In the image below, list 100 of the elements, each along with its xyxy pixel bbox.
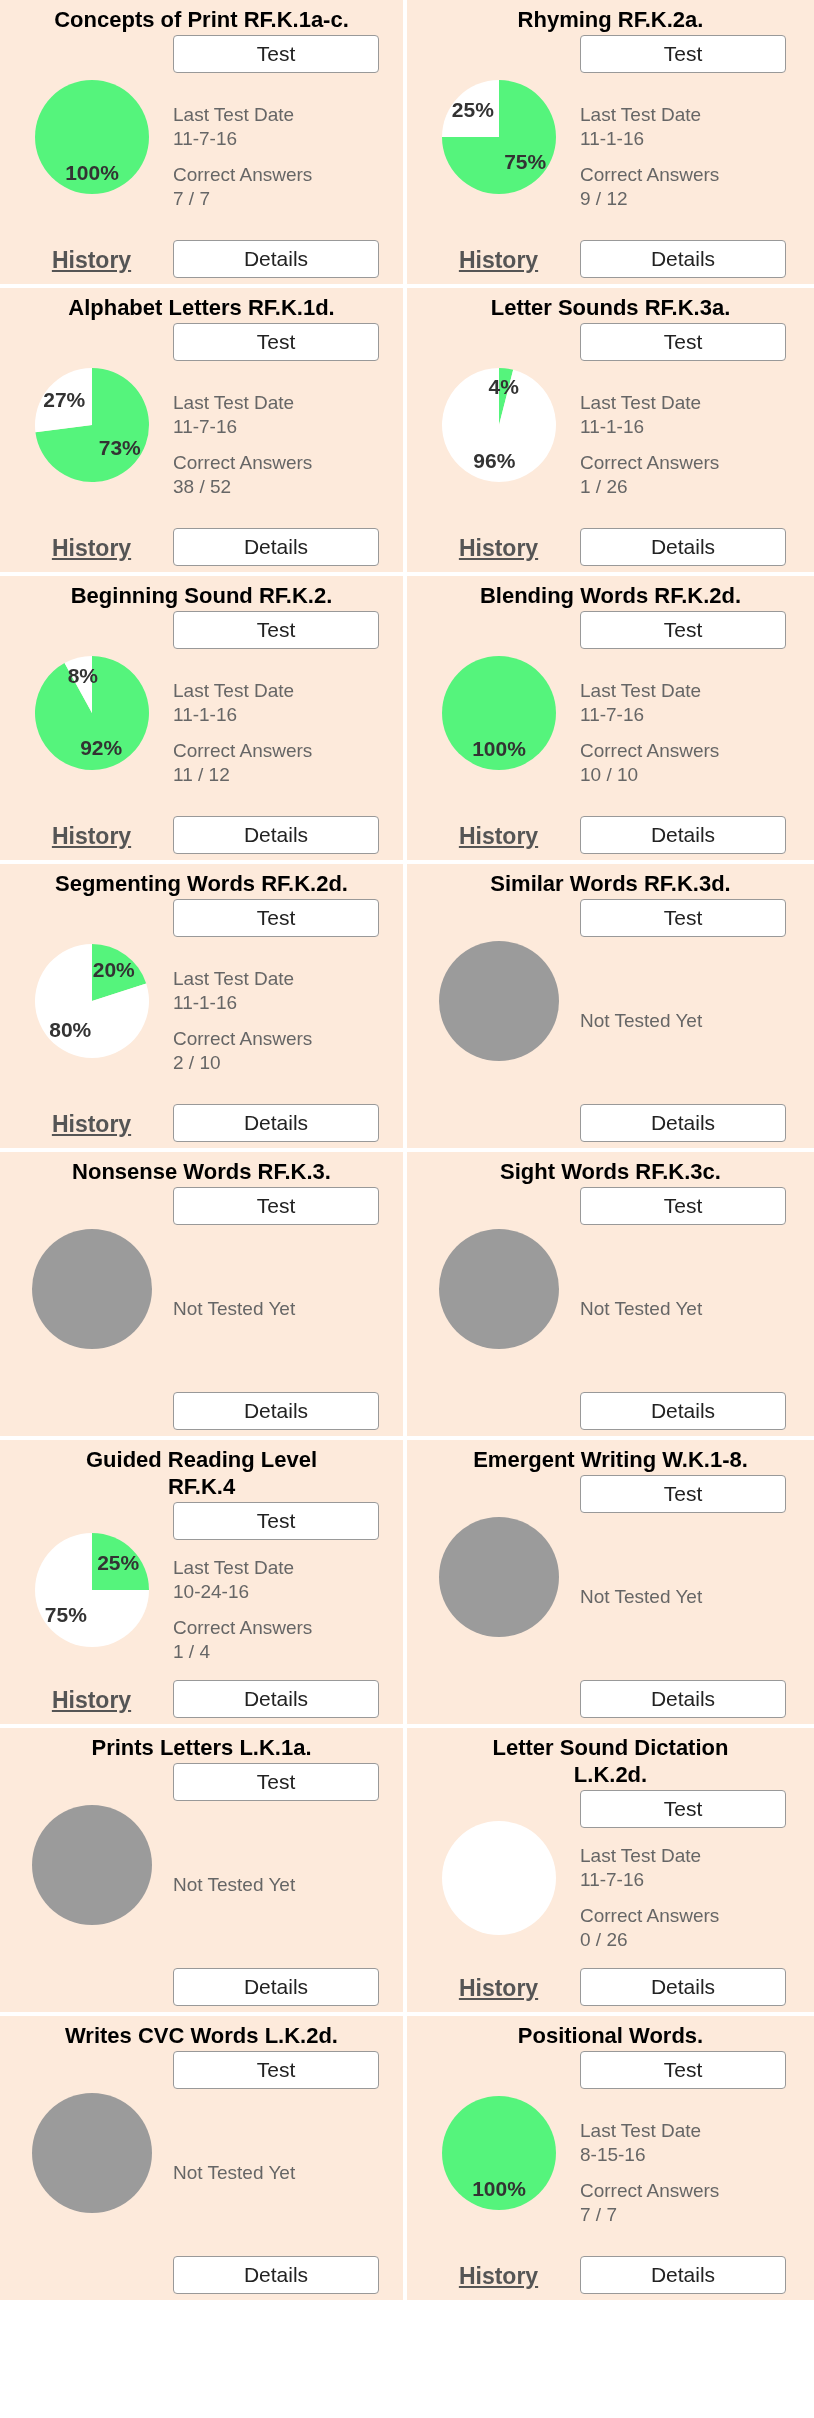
text: 10 / 10: [580, 762, 640, 787]
pie-slice: [441, 367, 556, 482]
text: Not Tested Yet: [580, 1584, 704, 1609]
text: 7 / 7: [580, 2202, 618, 2227]
text: Correct Answers: [173, 162, 314, 187]
details-button: Details: [173, 1968, 379, 2006]
text: Last Test Date: [173, 102, 296, 127]
text: 11 / 12: [173, 762, 231, 787]
data-label: 100%: [471, 736, 526, 760]
text: Concepts of Print RF.K.1a-c.: [53, 6, 350, 33]
data-label: 25%: [451, 97, 494, 121]
pie-slice: [34, 1533, 149, 1647]
test-button: Test: [173, 1187, 379, 1225]
history-link: History: [458, 1974, 539, 2003]
test-button: Test: [580, 1475, 786, 1513]
text: Segmenting Words RF.K.2d.: [54, 870, 349, 897]
data-label: 75%: [503, 149, 547, 173]
text: 1 / 26: [580, 474, 629, 499]
data-label: 100%: [471, 2176, 526, 2200]
details-button: Details: [580, 1680, 786, 1718]
text: 11-7-16: [580, 702, 646, 727]
text: Positional Words.: [516, 2022, 705, 2049]
test-button: Test: [173, 2051, 379, 2089]
text: Correct Answers: [173, 1026, 314, 1051]
history-link: History: [458, 246, 539, 275]
text: Last Test Date: [580, 678, 703, 703]
text: Correct Answers: [173, 450, 314, 475]
text: Last Test Date: [173, 678, 296, 703]
details-button: Details: [580, 240, 786, 278]
data-label: 25%: [96, 1550, 140, 1574]
test-button: Test: [173, 323, 379, 361]
text: 1 / 4: [173, 1640, 211, 1664]
text: Not Tested Yet: [173, 2160, 297, 2185]
details-button: Details: [580, 1968, 786, 2006]
text: Guided Reading Level RF.K.4: [84, 1446, 318, 1500]
test-button: Test: [173, 35, 379, 73]
pie-slice: [441, 79, 556, 194]
test-button: Test: [580, 1187, 786, 1225]
test-button: Test: [173, 899, 379, 937]
pie-slice: [34, 943, 149, 1058]
text: Correct Answers: [580, 450, 721, 475]
test-button: Test: [173, 1763, 379, 1801]
text: Sight Words RF.K.3c.: [499, 1158, 722, 1185]
text: 8-15-16: [580, 2142, 647, 2167]
text: Last Test Date: [580, 2118, 703, 2143]
history-link: History: [458, 534, 539, 563]
test-button: Test: [580, 899, 786, 937]
details-button: Details: [173, 1104, 379, 1142]
text: Correct Answers: [580, 2178, 721, 2203]
text: Not Tested Yet: [580, 1008, 704, 1033]
text: Emergent Writing W.K.1-8.: [472, 1446, 749, 1473]
text: Last Test Date: [173, 390, 296, 415]
details-button: Details: [173, 1680, 379, 1718]
data-label: 80%: [48, 1017, 92, 1041]
text: Correct Answers: [580, 162, 721, 187]
text: Letter Sounds RF.K.3a.: [489, 294, 732, 321]
data-label: 20%: [92, 957, 135, 981]
test-button: Test: [580, 35, 786, 73]
text: 11-7-16: [580, 1868, 646, 1892]
text: Not Tested Yet: [580, 1296, 704, 1321]
text: Beginning Sound RF.K.2.: [69, 582, 334, 609]
pie-slice: [34, 655, 149, 770]
text: Rhyming RF.K.2a.: [516, 6, 705, 33]
text: 7 / 7: [173, 186, 211, 211]
text: Writes CVC Words L.K.2d.: [64, 2022, 339, 2049]
text: 11-7-16: [173, 414, 239, 439]
history-link: History: [51, 246, 132, 275]
text: Prints Letters L.K.1a.: [90, 1734, 313, 1761]
test-button: Test: [173, 611, 379, 649]
text: 11-1-16: [580, 126, 646, 151]
text: Last Test Date: [580, 102, 703, 127]
text: Correct Answers: [580, 738, 721, 763]
details-button: Details: [173, 816, 379, 854]
data-label: 96%: [472, 448, 516, 472]
text: Alphabet Letters RF.K.1d.: [67, 294, 336, 321]
test-button: Test: [580, 1790, 786, 1828]
text: Not Tested Yet: [173, 1296, 297, 1321]
text: Not Tested Yet: [173, 1872, 297, 1897]
history-link: History: [51, 534, 132, 563]
test-button: Test: [580, 323, 786, 361]
text: 11-1-16: [580, 414, 646, 439]
text: Nonsense Words RF.K.3.: [71, 1158, 332, 1185]
history-link: History: [51, 822, 132, 851]
details-button: Details: [173, 528, 379, 566]
history-link: History: [51, 1110, 132, 1139]
test-button: Test: [173, 1502, 379, 1540]
text: 38 / 52: [173, 474, 233, 499]
text: Correct Answers: [173, 738, 314, 763]
text: 11-1-16: [173, 990, 239, 1015]
text: 11-1-16: [173, 702, 239, 727]
text: 2 / 10: [173, 1050, 222, 1075]
test-button: Test: [580, 2051, 786, 2089]
details-button: Details: [580, 528, 786, 566]
details-button: Details: [173, 1392, 379, 1430]
text: 0 / 26: [580, 1928, 629, 1952]
details-button: Details: [173, 2256, 379, 2294]
pie-slice: [34, 367, 149, 482]
text: 11-7-16: [173, 126, 239, 151]
history-link: History: [458, 822, 539, 851]
text: 9 / 12: [580, 186, 629, 211]
